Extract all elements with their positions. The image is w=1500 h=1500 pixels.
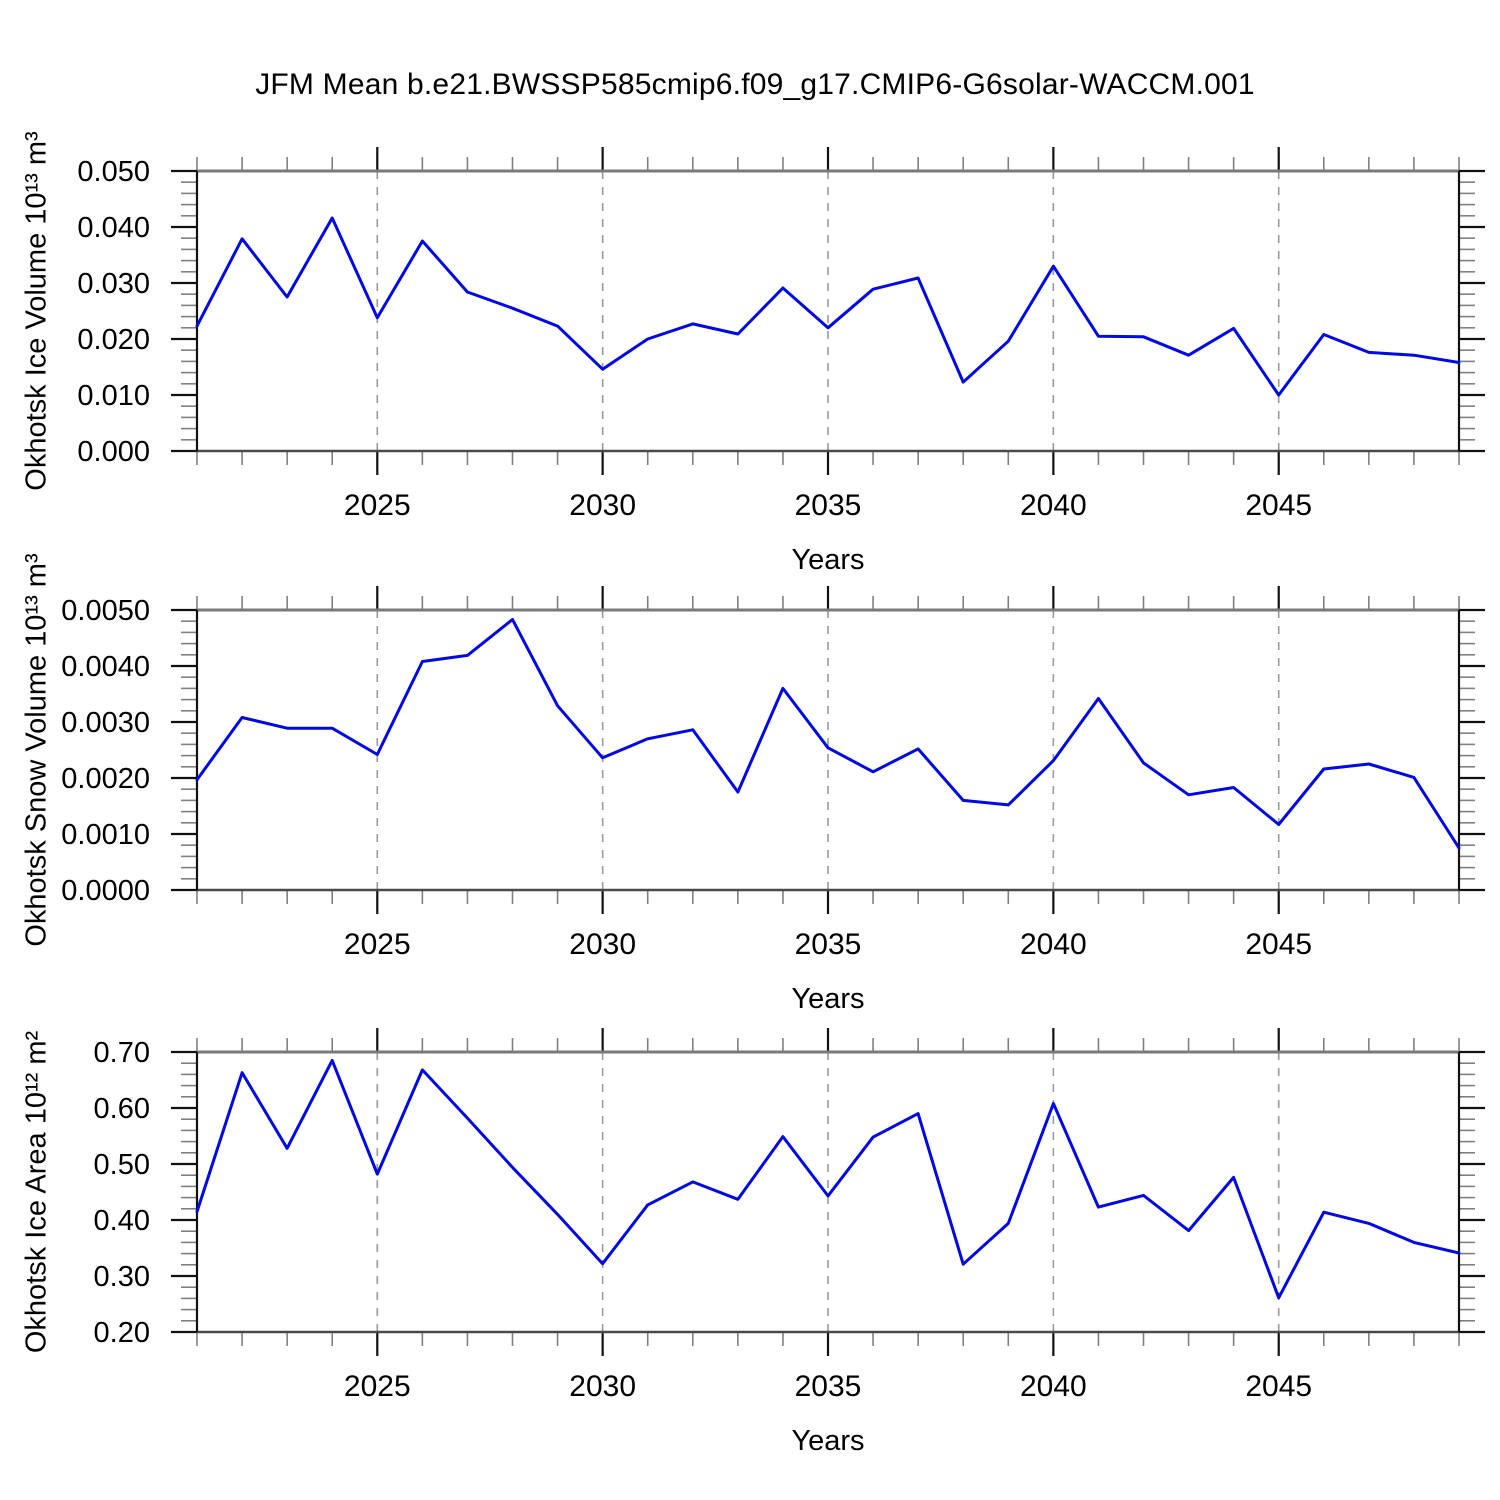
y-tick-label: 0.000 <box>77 436 150 468</box>
y-tick-label: 0.60 <box>94 1093 150 1125</box>
y-tick-label: 0.0040 <box>61 651 150 683</box>
x-tick-label: 2025 <box>344 928 411 961</box>
y-tick-label: 0.020 <box>77 324 150 356</box>
x-tick-label: 2035 <box>795 489 862 522</box>
y-tick-label: 0.20 <box>94 1317 150 1349</box>
data-line-series <box>195 618 1461 850</box>
y-tick-label: 0.70 <box>94 1037 150 1069</box>
y-tick-label: 0.040 <box>77 212 150 244</box>
y-tick-label: 0.50 <box>94 1149 150 1181</box>
y-tick-label: 0.0020 <box>61 763 150 795</box>
x-tick-label: 2030 <box>569 1370 636 1403</box>
x-axis-label-years-panel2: Years <box>791 983 865 1015</box>
x-axis-label-years-panel1: Years <box>791 544 865 576</box>
y-tick-label: 0.010 <box>77 380 150 412</box>
x-tick-label: 2025 <box>344 1370 411 1403</box>
x-tick-label: 2045 <box>1245 928 1312 961</box>
x-tick-label: 2040 <box>1020 1370 1087 1403</box>
y-tick-label: 0.050 <box>77 156 150 188</box>
data-line-series <box>195 1058 1461 1300</box>
y-axis-label-snow-volume: Okhotsk Snow Volume 10¹³ m³ <box>20 553 53 947</box>
y-tick-label: 0.30 <box>94 1261 150 1293</box>
x-tick-label: 2030 <box>569 928 636 961</box>
x-tick-label: 2025 <box>344 489 411 522</box>
y-tick-label: 0.0050 <box>61 595 150 627</box>
y-tick-label: 0.0030 <box>61 707 150 739</box>
x-tick-label: 2030 <box>569 489 636 522</box>
y-tick-label: 0.0000 <box>61 875 150 907</box>
x-tick-label: 2035 <box>795 1370 862 1403</box>
x-tick-label: 2040 <box>1020 489 1087 522</box>
chart-title: JFM Mean b.e21.BWSSP585cmip6.f09_g17.CMI… <box>255 68 1255 101</box>
y-axis-label-ice-volume: Okhotsk Ice Volume 10¹³ m³ <box>20 131 53 491</box>
x-tick-label: 2040 <box>1020 928 1087 961</box>
y-axis-label-ice-area: Okhotsk Ice Area 10¹² m² <box>20 1030 53 1354</box>
y-tick-label: 0.030 <box>77 268 150 300</box>
x-tick-label: 2045 <box>1245 489 1312 522</box>
y-tick-label: 0.40 <box>94 1205 150 1237</box>
x-axis-label-years-panel3: Years <box>791 1425 865 1457</box>
x-tick-label: 2045 <box>1245 1370 1312 1403</box>
x-tick-label: 2035 <box>795 928 862 961</box>
y-tick-label: 0.0010 <box>61 819 150 851</box>
data-line-series <box>195 216 1461 397</box>
